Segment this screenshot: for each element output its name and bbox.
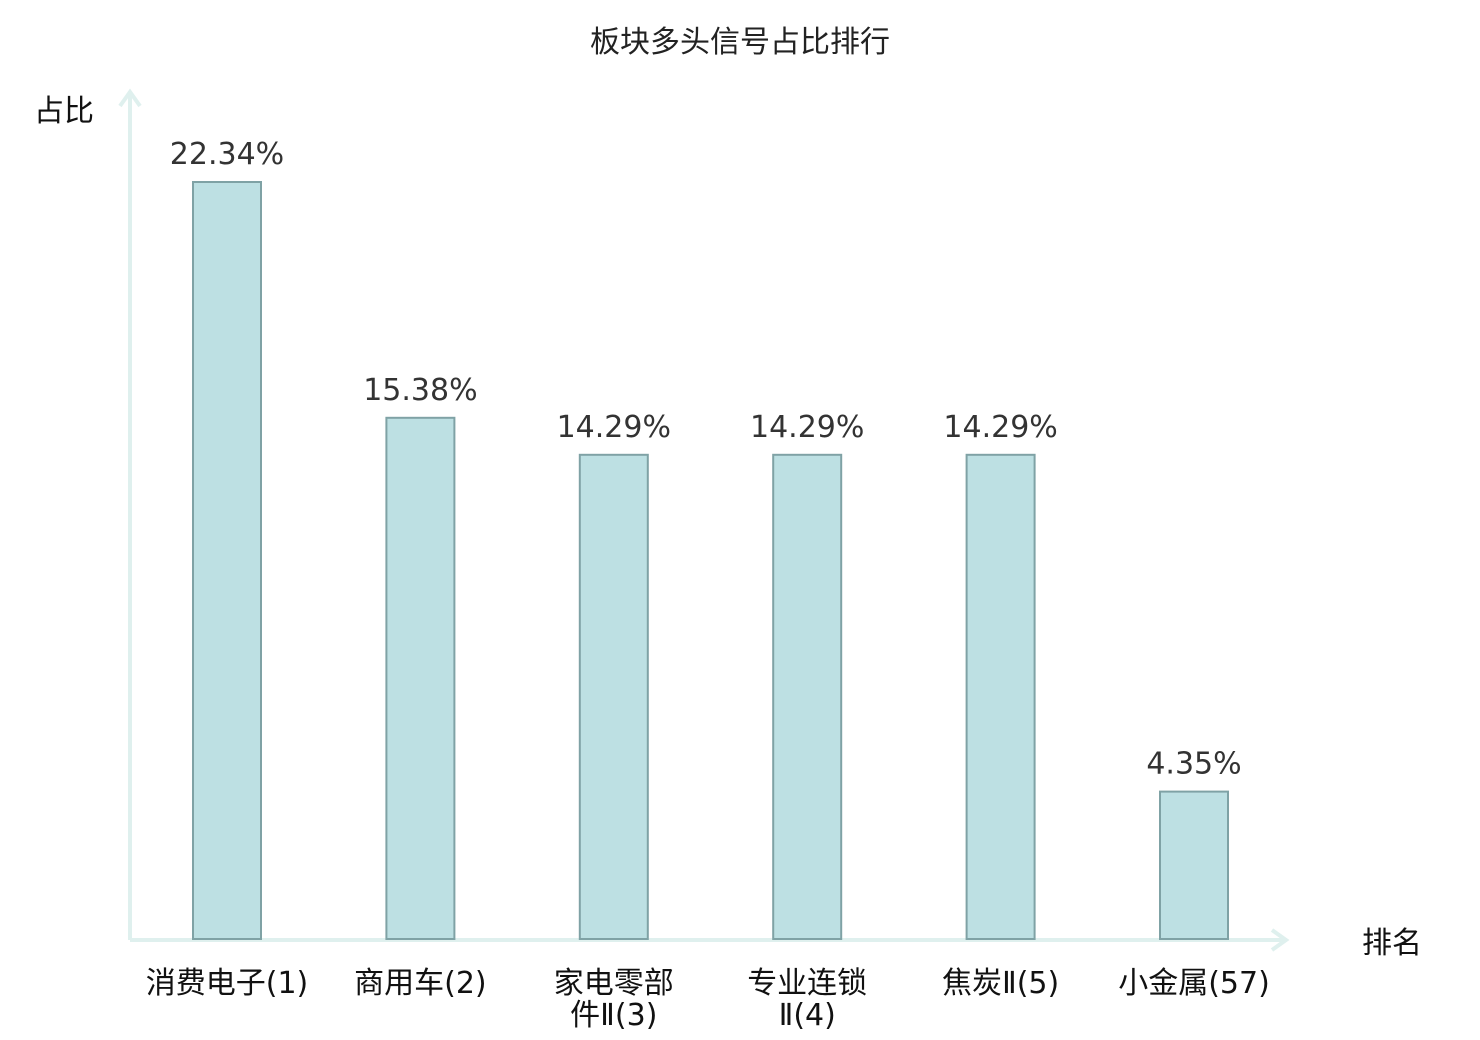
bar-value-label: 14.29% [557,410,671,445]
bar [1159,790,1229,940]
x-tick-label: 商用车(2) [354,966,487,1001]
y-axis-label: 占比 [34,94,94,129]
bar [192,181,262,940]
x-axis [130,928,1290,952]
x-tick-label: Ⅱ(4) [779,998,836,1033]
x-axis-label: 排名 [1362,926,1422,961]
bar-value-label: 15.38% [363,373,477,408]
bar-value-label: 4.35% [1146,747,1241,782]
x-tick-label: 消费电子(1) [146,966,309,1001]
x-axis-arrow [1270,928,1290,952]
bar-value-label: 14.29% [943,410,1057,445]
bar [965,453,1036,940]
bar-value-label: 22.34% [170,137,284,172]
y-axis [118,88,142,940]
bars-group [192,181,1229,940]
x-tick-label: 小金属(57) [1118,966,1270,1001]
y-axis-arrow [118,88,142,108]
x-tick-label: 焦炭Ⅱ(5) [942,966,1059,1001]
bar-value-label: 14.29% [750,410,864,445]
chart-title: 板块多头信号占比排行 [590,25,890,60]
value-labels-group: 22.34% 15.38% 14.29% 14.29% 14.29% 4.35% [170,137,1242,782]
bar [772,453,843,940]
x-tick-label: 件Ⅱ(3) [570,998,657,1033]
bar [578,453,649,940]
x-tick-label: 家电零部 [554,966,674,1001]
x-tick-label: 专业连锁 [747,966,867,1001]
bar [385,416,456,940]
